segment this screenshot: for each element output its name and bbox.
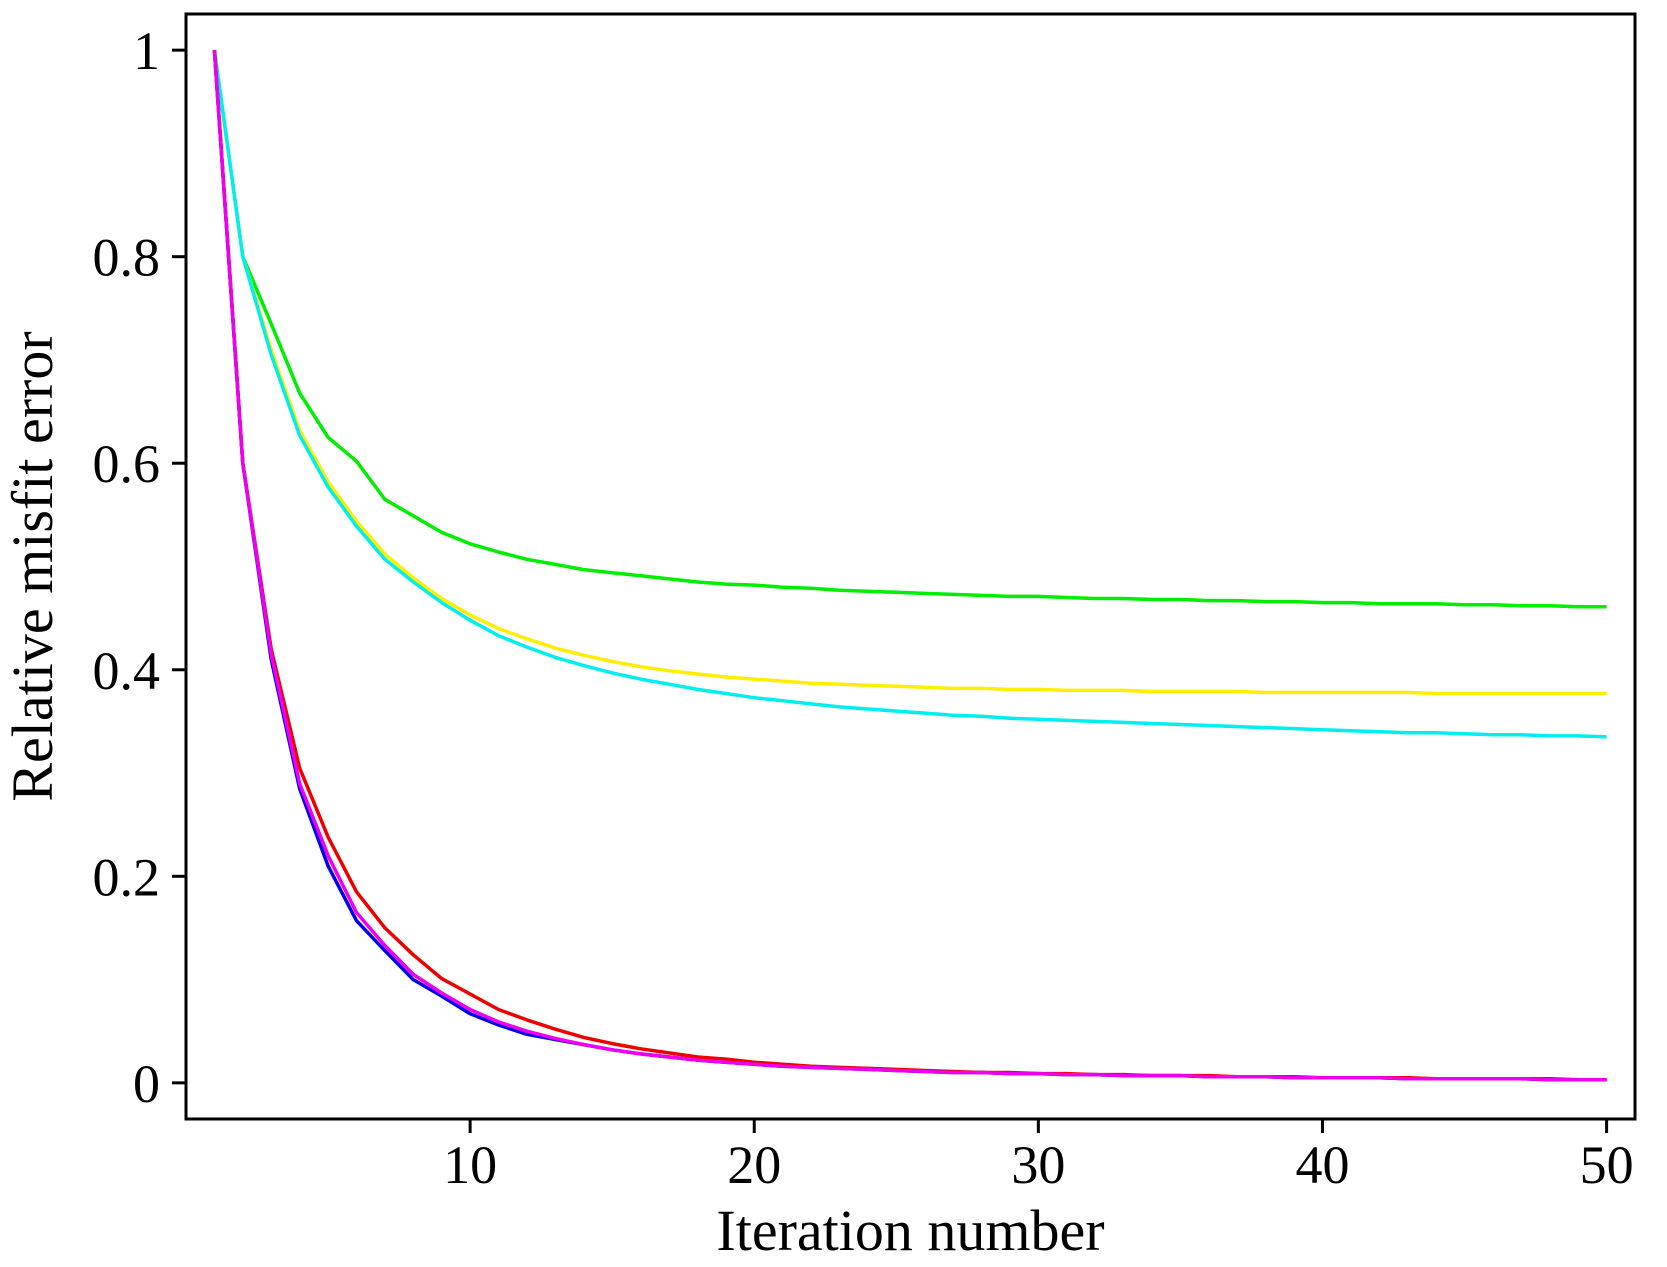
y-tick-label: 0 — [133, 1054, 160, 1114]
y-tick-label: 0.2 — [93, 847, 161, 907]
series-line-2 — [212, 49, 1607, 696]
y-tick-label: 0.8 — [93, 228, 161, 288]
x-tick-label: 10 — [443, 1135, 497, 1195]
series-layer — [212, 49, 1607, 1082]
y-axis-title: Relative misfit error — [0, 331, 65, 801]
series-line-4 — [212, 49, 1607, 1082]
y-axis: 0 0.2 0.4 0.6 0.8 1 — [93, 21, 186, 1114]
y-tick-label: 0.6 — [93, 434, 161, 494]
x-tick-label: 20 — [727, 1135, 781, 1195]
y-tick-label: 0.4 — [93, 641, 161, 701]
x-axis: 10 20 30 40 50 — [443, 1119, 1634, 1195]
x-axis-title: Iteration number — [716, 1198, 1104, 1263]
y-tick-label: 1 — [133, 21, 160, 81]
series-line-5 — [212, 49, 1607, 1082]
series-line-6 — [212, 49, 1607, 1082]
series-line-1 — [212, 49, 1607, 609]
series-line-3 — [212, 49, 1607, 739]
x-tick-label: 50 — [1580, 1135, 1634, 1195]
x-tick-label: 40 — [1295, 1135, 1349, 1195]
x-tick-label: 30 — [1011, 1135, 1065, 1195]
plot-frame — [184, 12, 1637, 1121]
